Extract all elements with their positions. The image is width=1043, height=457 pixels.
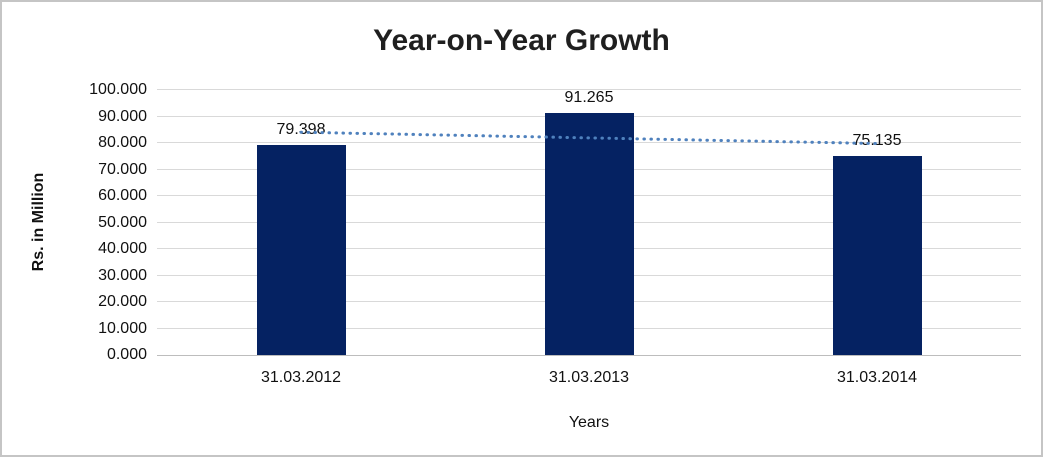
bar-value-label: 79.398 [276, 120, 326, 138]
x-tick-label: 31.03.2014 [836, 369, 918, 386]
x-tick-label: 31.03.2013 [548, 369, 630, 386]
y-tick-label: 90.000 [98, 107, 147, 125]
y-tick-label: 100.000 [89, 81, 147, 98]
y-tick-label: 60.000 [98, 187, 147, 204]
bar [832, 155, 922, 355]
x-axis-title: Years [568, 414, 610, 431]
bar [544, 113, 634, 355]
y-tick-label: 20.000 [98, 293, 147, 310]
bar-value-label: 91.265 [564, 89, 614, 107]
x-axis-line [157, 355, 1021, 356]
bar [256, 144, 346, 355]
y-tick-label: 30.000 [98, 266, 147, 284]
y-tick-label: 50.000 [98, 213, 147, 231]
y-tick-label: 40.000 [98, 240, 147, 257]
y-tick-label: 70.000 [98, 160, 147, 178]
gridline [157, 89, 1021, 90]
x-tick-label: 31.03.2012 [260, 369, 342, 386]
chart-title: Year-on-Year Growth [373, 24, 670, 57]
y-tick-label: 0.000 [106, 346, 147, 363]
y-axis-title: Rs. in Million [30, 172, 47, 272]
y-tick-label: 10.000 [98, 319, 147, 337]
bar-value-label: 75.135 [852, 131, 902, 149]
plot-area: 79.398 91.265 75.135 [157, 89, 1021, 356]
y-tick-label: 80.000 [98, 134, 147, 151]
